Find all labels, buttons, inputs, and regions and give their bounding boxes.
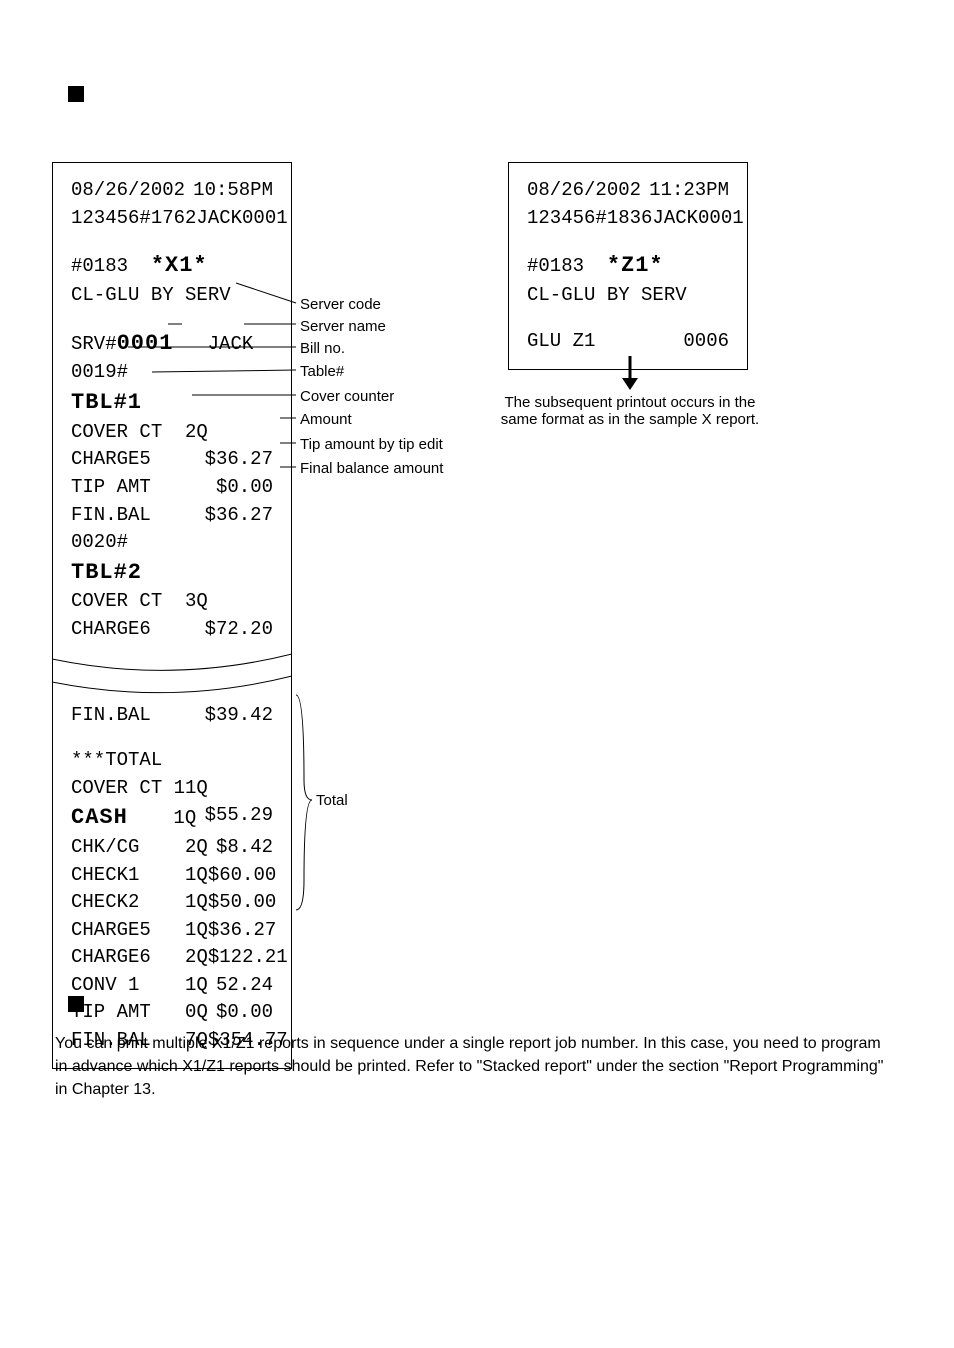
body-text: You can print multiple X1/Z1 reports in … <box>55 1032 895 1102</box>
z-mode: *Z1* <box>607 253 664 278</box>
section-marker <box>68 996 84 1012</box>
total-row: TIP AMT 0Q$0.00 <box>71 999 273 1027</box>
down-arrow <box>618 356 642 392</box>
z-date: 08/26/2002 <box>527 177 641 205</box>
z-gluz1-num: 0006 <box>683 328 729 356</box>
annot-finbal: Final balance amount <box>300 460 443 477</box>
line: #0183 *Z1* <box>527 250 729 282</box>
annot-amount: Amount <box>300 411 352 428</box>
t8a: $0.00 <box>216 999 273 1027</box>
z-clerk: JACK0001 <box>652 205 743 233</box>
t8q: 0Q <box>185 1001 208 1023</box>
z-receipt: 08/26/2002 11:23PM 123456#1836JACK0001 #0… <box>508 162 748 370</box>
z-time: 11:23PM <box>649 177 729 205</box>
z-header-no: #0183 <box>527 255 584 277</box>
annot-total: Total <box>316 792 348 809</box>
z-gluz1: GLU Z1 <box>527 328 595 356</box>
line: CL-GLU BY SERV <box>527 282 729 310</box>
line: 123456#1836JACK0001 <box>527 205 729 233</box>
annot-cover: Cover counter <box>300 388 394 405</box>
z-title: CL-GLU BY SERV <box>527 282 687 310</box>
line: GLU Z1 0006 <box>527 328 729 356</box>
annot-billno: Bill no. <box>300 340 345 357</box>
callout-lines <box>0 0 954 1000</box>
annot-tip: Tip amount by tip edit <box>300 436 443 453</box>
z-consec: 123456#1836 <box>527 205 652 233</box>
annot-table: Table# <box>300 363 344 380</box>
z-note: The subsequent printout occurs in the sa… <box>500 394 760 428</box>
line: 08/26/2002 11:23PM <box>527 177 729 205</box>
annot-servername: Server name <box>300 318 386 335</box>
annot-servercode: Server code <box>300 296 381 313</box>
